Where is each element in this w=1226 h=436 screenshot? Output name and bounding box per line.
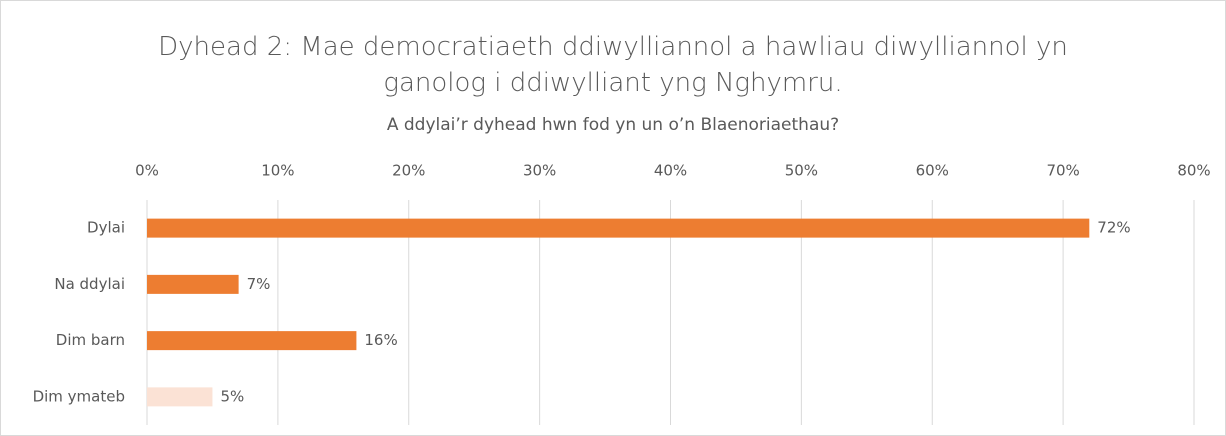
x-tick-label: 20% bbox=[392, 162, 425, 180]
data-label: 7% bbox=[247, 275, 271, 293]
y-tick-label: Dylai bbox=[87, 219, 125, 237]
chart-subtitle: A ddylai’r dyhead hwn fod yn un o’n Blae… bbox=[386, 115, 840, 135]
x-tick-label: 30% bbox=[523, 162, 556, 180]
bar bbox=[147, 218, 1090, 238]
x-tick-label: 40% bbox=[654, 162, 687, 180]
data-label: 72% bbox=[1097, 219, 1130, 237]
data-label: 16% bbox=[364, 331, 397, 349]
x-tick-label: 50% bbox=[785, 162, 818, 180]
y-tick-label: Na ddylai bbox=[54, 275, 125, 293]
y-tick-label: Dim ymateb bbox=[33, 387, 125, 405]
x-tick-label: 70% bbox=[1046, 162, 1079, 180]
bar bbox=[147, 331, 357, 351]
x-tick-label: 80% bbox=[1177, 162, 1210, 180]
data-label: 5% bbox=[220, 387, 244, 405]
x-tick-label: 0% bbox=[135, 162, 159, 180]
bar bbox=[147, 387, 213, 407]
bar bbox=[147, 274, 239, 294]
x-tick-label: 10% bbox=[261, 162, 294, 180]
y-tick-label: Dim barn bbox=[56, 331, 125, 349]
x-tick-label: 60% bbox=[916, 162, 949, 180]
chart-title: Dyhead 2: Mae democratiaeth ddiwyllianno… bbox=[158, 32, 1068, 98]
